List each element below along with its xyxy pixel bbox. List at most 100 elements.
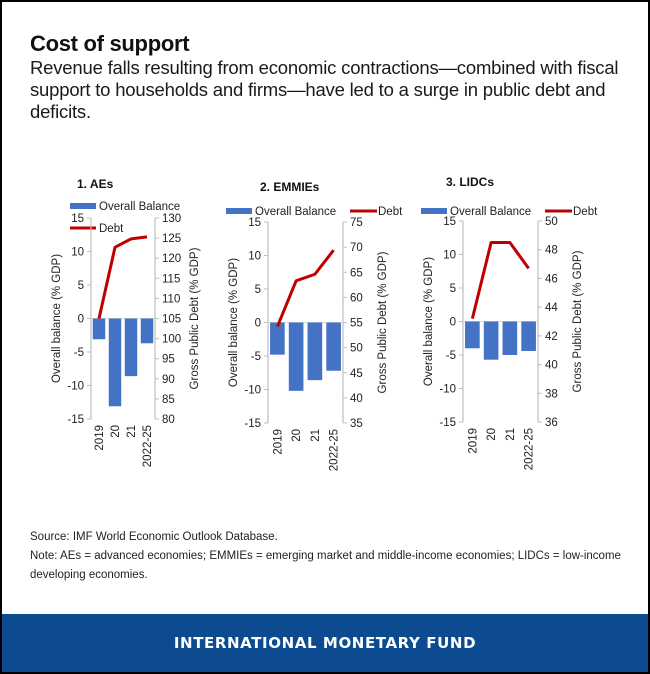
legend-bar-swatch: [421, 208, 447, 214]
right-tick-label: 85: [162, 394, 175, 406]
left-tick-label: -15: [67, 414, 84, 426]
left-axis-title: Overall balance (% GDP): [228, 258, 240, 387]
line-debt: [275, 249, 335, 328]
left-tick-label: 5: [78, 280, 84, 292]
right-tick-label: 36: [545, 417, 558, 429]
bar-overall-balance: [288, 322, 304, 391]
bar-overall-balance: [124, 318, 138, 377]
left-tick-label: 0: [255, 318, 261, 330]
footer-banner: INTERNATIONAL MONETARY FUND: [2, 614, 648, 672]
bar-overall-balance: [465, 321, 480, 349]
left-tick-label: -10: [244, 385, 261, 397]
category-label: 21: [126, 425, 138, 438]
bar-overall-balance: [270, 322, 285, 355]
right-tick-label: 105: [162, 314, 181, 326]
page-subtitle: Revenue falls resulting from economic co…: [30, 57, 619, 122]
bar-overall-balance: [502, 321, 518, 355]
legend-bar-swatch: [70, 203, 96, 209]
right-tick-label: 100: [162, 334, 181, 346]
legend-bar-label: Overall Balance: [255, 206, 336, 218]
bar-overall-balance: [140, 318, 154, 344]
right-tick-label: 110: [162, 293, 180, 305]
left-tick-label: 0: [450, 317, 456, 329]
notes-block: Source: IMF World Economic Outlook Datab…: [30, 528, 630, 585]
right-tick-label: 38: [545, 388, 558, 400]
category-label: 2022-25: [329, 429, 341, 471]
right-tick-label: 80: [162, 414, 175, 426]
right-tick-label: 48: [545, 245, 558, 257]
bar-overall-balance: [483, 321, 499, 360]
legend-line-label: Debt: [99, 223, 124, 235]
page-title: Cost of support: [30, 31, 190, 56]
category-label: 2019: [272, 429, 284, 455]
category-label: 21: [310, 429, 322, 442]
right-tick-label: 75: [350, 217, 363, 229]
right-tick-label: 50: [545, 216, 558, 228]
left-tick-label: -15: [244, 418, 261, 430]
right-tick-label: 125: [162, 233, 181, 245]
left-tick-label: 5: [450, 283, 456, 295]
source-note: Source: IMF World Economic Outlook Datab…: [30, 531, 278, 543]
category-label: 2022-25: [524, 428, 536, 470]
category-label: 20: [291, 429, 303, 442]
category-label: 20: [110, 425, 122, 438]
left-tick-label: 5: [255, 284, 261, 296]
category-label: 2019: [94, 425, 106, 451]
left-tick-label: 15: [443, 216, 456, 228]
left-tick-label: 10: [248, 251, 261, 263]
definitions-note: Note: AEs = advanced economies; EMMIEs =…: [30, 550, 621, 581]
footer-label: INTERNATIONAL MONETARY FUND: [173, 634, 477, 652]
left-tick-label: -5: [74, 347, 84, 359]
right-tick-label: 50: [350, 343, 363, 355]
right-axis-title: Gross Public Debt (% GDP): [189, 247, 201, 389]
right-axis-title: Gross Public Debt (% GDP): [377, 251, 389, 393]
left-tick-label: -10: [439, 384, 456, 396]
bar-overall-balance: [108, 318, 122, 407]
legend-line-label: Debt: [378, 206, 403, 218]
right-tick-label: 42: [545, 331, 558, 343]
bar-overall-balance: [92, 318, 106, 340]
left-tick-label: -10: [67, 381, 84, 393]
category-label: 20: [486, 428, 498, 441]
right-tick-label: 40: [545, 360, 558, 372]
legend-bar-label: Overall Balance: [450, 206, 531, 218]
right-tick-label: 40: [350, 393, 363, 405]
bar-overall-balance: [521, 321, 536, 351]
right-tick-label: 120: [162, 253, 181, 265]
chart-title: 2. EMMIEs: [260, 180, 320, 194]
left-tick-label: 10: [71, 247, 84, 259]
bar-overall-balance: [307, 322, 323, 381]
right-tick-label: 115: [162, 273, 180, 285]
left-tick-label: 15: [71, 213, 84, 225]
left-tick-label: -5: [446, 350, 456, 362]
legend-line-label: Debt: [573, 206, 598, 218]
right-tick-label: 70: [350, 242, 363, 254]
right-tick-label: 46: [545, 273, 558, 285]
chart-title: 1. AEs: [77, 177, 114, 191]
left-tick-label: 10: [443, 250, 456, 262]
right-tick-label: 55: [350, 318, 363, 330]
right-tick-label: 130: [162, 213, 181, 225]
category-label: 21: [505, 428, 517, 441]
left-tick-label: 0: [78, 314, 84, 326]
category-label: 2022-25: [142, 425, 154, 467]
line-debt: [97, 235, 148, 319]
right-tick-label: 90: [162, 374, 175, 386]
category-label: 2019: [467, 428, 479, 454]
chart-title: 3. LIDCs: [446, 175, 494, 189]
right-tick-label: 35: [350, 418, 363, 430]
legend-bar-swatch: [226, 208, 252, 214]
right-tick-label: 60: [350, 292, 363, 304]
right-tick-label: 44: [545, 302, 558, 314]
right-tick-label: 95: [162, 354, 175, 366]
left-tick-label: -5: [251, 351, 261, 363]
line-debt: [470, 241, 530, 319]
left-tick-label: 15: [248, 217, 261, 229]
bar-overall-balance: [326, 322, 341, 371]
right-axis-title: Gross Public Debt (% GDP): [572, 250, 584, 392]
left-tick-label: -15: [439, 417, 456, 429]
right-tick-label: 45: [350, 368, 363, 380]
left-axis-title: Overall balance (% GDP): [51, 254, 63, 383]
